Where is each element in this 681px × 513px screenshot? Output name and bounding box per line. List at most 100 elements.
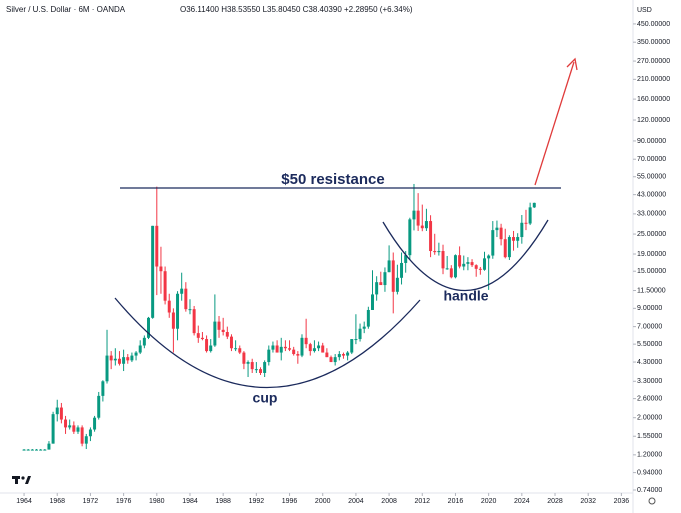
- y-tick-label: 19.00000: [637, 251, 666, 258]
- annotation: cup: [253, 390, 278, 406]
- chart-title: Silver / U.S. Dollar · 6M · OANDA: [6, 5, 126, 14]
- candle-body: [312, 348, 316, 352]
- candle-body: [30, 449, 34, 451]
- y-tick-label: 0.94000: [637, 469, 662, 476]
- candle-body: [205, 339, 209, 352]
- candle-body: [354, 339, 358, 341]
- candle-body: [516, 237, 520, 241]
- x-tick-label: 1988: [215, 498, 231, 505]
- candle-body: [296, 354, 300, 356]
- candle-body: [76, 427, 80, 432]
- y-tick-label: 3.30000: [637, 378, 662, 385]
- x-tick-label: 2028: [547, 498, 563, 505]
- candle-body: [117, 358, 121, 364]
- candle-body: [395, 277, 399, 292]
- candle-body: [209, 345, 213, 352]
- candle-body: [308, 344, 312, 352]
- candle-body: [80, 427, 84, 444]
- candle-body: [138, 345, 142, 353]
- y-tick-label: 1.20000: [637, 452, 662, 459]
- y-tick-label: 15.00000: [637, 268, 666, 275]
- x-tick-label: 2004: [348, 498, 364, 505]
- candle-body: [213, 321, 217, 346]
- y-tick-label: 25.00000: [637, 231, 666, 238]
- candle-body: [300, 337, 304, 356]
- candle-body: [495, 227, 499, 231]
- x-tick-label: 1964: [16, 498, 32, 505]
- y-tick-label: 9.00000: [637, 305, 662, 312]
- candle-body: [122, 357, 126, 364]
- candle-body: [304, 337, 308, 345]
- candle-body: [64, 419, 68, 428]
- candle-body: [404, 255, 408, 263]
- candle-body: [350, 339, 354, 353]
- candle-body: [59, 407, 63, 420]
- candle-body: [43, 449, 47, 451]
- candle-body: [155, 225, 159, 267]
- handle-curve: [382, 219, 549, 291]
- candle-body: [528, 207, 532, 224]
- candle-body: [437, 251, 441, 253]
- candle-body: [499, 227, 503, 240]
- candle-body: [250, 362, 254, 370]
- candle-body: [337, 354, 341, 358]
- candle-body: [333, 357, 337, 363]
- candle-body: [412, 210, 416, 220]
- cup-curve: [114, 297, 421, 388]
- candle-body: [225, 332, 229, 337]
- candle-body: [88, 429, 92, 437]
- y-tick-label: 2.00000: [637, 415, 662, 422]
- y-unit: USD: [637, 7, 652, 14]
- x-tick-label: 2000: [315, 498, 331, 505]
- annotation: handle: [443, 288, 488, 304]
- candle-body: [433, 251, 437, 253]
- candle-body: [325, 352, 329, 358]
- x-tick-label: 1972: [83, 498, 99, 505]
- candle-body: [130, 355, 134, 361]
- candle-body: [188, 309, 192, 311]
- y-tick-label: 0.74000: [637, 487, 662, 494]
- arrow-line: [534, 61, 575, 186]
- x-tick-label: 2016: [448, 498, 464, 505]
- y-tick-label: 270.00000: [637, 58, 670, 65]
- candle-body: [238, 348, 242, 353]
- settings-icon[interactable]: [648, 497, 656, 505]
- y-tick-label: 7.00000: [637, 323, 662, 330]
- candle-body: [474, 265, 478, 269]
- y-tick-label: 55.00000: [637, 174, 666, 181]
- candle-body: [279, 346, 283, 353]
- y-tick-label: 1.55000: [637, 433, 662, 440]
- x-tick-label: 1976: [116, 498, 132, 505]
- candle-body: [275, 345, 279, 353]
- candle-body: [93, 417, 97, 430]
- x-tick-label: 1992: [249, 498, 265, 505]
- x-tick-label: 1968: [49, 498, 65, 505]
- candle-body: [51, 414, 55, 444]
- candle-body: [292, 349, 296, 355]
- candle-body: [383, 272, 387, 286]
- candle-body: [449, 268, 453, 278]
- y-tick-label: 90.00000: [637, 138, 666, 145]
- candle-body: [254, 369, 258, 371]
- candle-body: [163, 271, 167, 301]
- candle-body: [346, 352, 350, 356]
- candle-body: [84, 436, 88, 444]
- candle-body: [259, 369, 262, 373]
- candle-body: [520, 222, 524, 238]
- y-tick-label: 120.00000: [637, 117, 670, 124]
- y-tick-label: 210.00000: [637, 76, 670, 83]
- x-tick-label: 1984: [182, 498, 198, 505]
- candle-body: [159, 266, 163, 272]
- candle-body: [26, 449, 30, 451]
- candle-body: [387, 260, 391, 273]
- candle-body: [391, 260, 395, 292]
- x-tick-label: 2012: [414, 498, 430, 505]
- candle-body: [142, 337, 146, 346]
- candle-body: [196, 333, 200, 338]
- candle-body: [147, 317, 150, 338]
- candle-body: [317, 345, 321, 349]
- candle-body: [288, 348, 292, 350]
- candle-body: [379, 282, 383, 286]
